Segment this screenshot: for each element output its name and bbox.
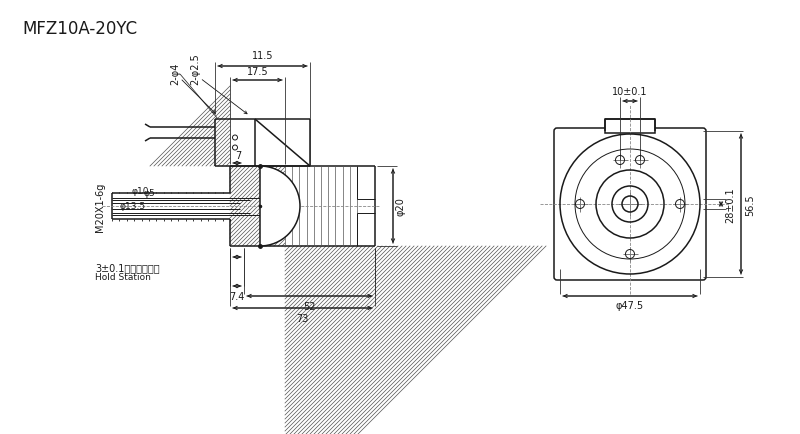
Text: MFZ10A-20YC: MFZ10A-20YC bbox=[22, 20, 137, 38]
Text: 2-φ2.5: 2-φ2.5 bbox=[190, 53, 200, 85]
Text: 7.4: 7.4 bbox=[230, 291, 245, 301]
Text: Hold Station: Hold Station bbox=[95, 273, 151, 281]
Text: 52: 52 bbox=[303, 301, 316, 311]
Bar bbox=[605, 120, 655, 134]
Text: 2-φ4: 2-φ4 bbox=[170, 62, 180, 85]
FancyBboxPatch shape bbox=[554, 129, 706, 280]
Bar bbox=[230, 167, 285, 247]
Text: 10±0.1: 10±0.1 bbox=[612, 87, 648, 97]
Text: 56.5: 56.5 bbox=[745, 194, 755, 215]
Text: φ10: φ10 bbox=[132, 187, 150, 196]
Text: 11.5: 11.5 bbox=[252, 51, 274, 61]
Text: φ20: φ20 bbox=[395, 197, 405, 216]
Text: 73: 73 bbox=[296, 313, 309, 323]
Text: φ47.5: φ47.5 bbox=[616, 300, 644, 310]
Text: 28±0.1: 28±0.1 bbox=[725, 187, 735, 222]
Text: 7: 7 bbox=[235, 151, 241, 161]
Text: φ5: φ5 bbox=[144, 189, 156, 198]
Wedge shape bbox=[260, 167, 300, 247]
Text: φ13.5: φ13.5 bbox=[120, 202, 146, 211]
Text: 17.5: 17.5 bbox=[246, 67, 268, 77]
Text: 3±0.1（吸合位置）: 3±0.1（吸合位置） bbox=[95, 263, 160, 273]
Text: M20X1-6g: M20X1-6g bbox=[95, 182, 105, 231]
